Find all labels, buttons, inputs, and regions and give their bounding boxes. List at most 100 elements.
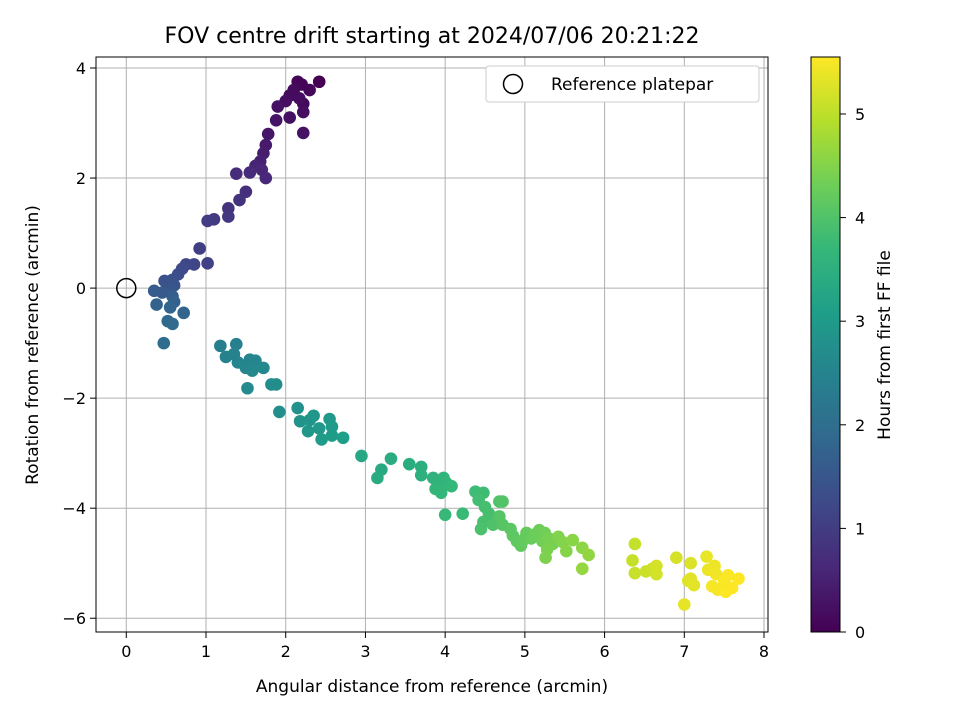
data-point [271,100,285,113]
x-tick-label: 1 [201,642,211,661]
data-point [301,424,315,438]
data-point [193,242,206,255]
x-axis-label: Angular distance from reference (arcmin) [256,677,608,697]
colorbar-label: Hours from first FF file [875,250,895,440]
data-point [243,166,257,179]
data-point [650,559,663,573]
data-point [700,550,713,563]
data-point [539,551,552,565]
data-point [214,339,227,353]
data-point [283,111,297,124]
colorbar-tick-label: 2 [855,416,865,435]
data-point [628,566,642,580]
data-point [414,468,428,482]
x-tick-label: 4 [440,642,450,661]
data-point [166,317,179,331]
data-point [229,167,243,180]
data-point [355,449,368,463]
data-point [732,572,745,585]
reference-marker-layer [116,277,137,299]
data-point [670,551,683,565]
y-tick-label: −4 [62,499,86,518]
data-point [147,284,161,298]
data-point [245,364,259,377]
data-point [725,581,739,595]
y-tick-label: 2 [76,169,86,188]
chart-title: FOV centre drift starting at 2024/07/06 … [165,24,700,49]
data-point [259,171,273,185]
data-point [201,214,214,228]
data-point [150,298,163,311]
data-point [325,420,339,434]
colorbar-ticks: 0 1 2 3 4 5 [840,105,865,642]
data-point [177,306,190,320]
x-tick-label: 6 [599,642,609,661]
reference-platepar-marker [116,277,137,299]
data-point [566,533,579,547]
scatter-points [147,75,745,611]
plot-frame [95,56,769,633]
data-point [307,409,320,423]
legend-marker-open-circle [502,73,524,95]
data-point [445,479,458,493]
y-tick-label: 0 [76,279,86,298]
y-tick-label: −2 [62,389,86,408]
data-point [315,433,328,446]
colorbar-tick-label: 3 [855,312,865,331]
data-point [273,405,286,419]
x-tick-label: 3 [360,642,370,661]
y-tick-label: −6 [62,609,86,628]
data-point [296,126,310,140]
data-point [312,75,326,89]
legend-box [485,65,760,103]
x-tick-label: 0 [121,642,131,661]
data-point [371,471,384,485]
data-point [303,83,316,97]
x-tick-label: 8 [759,642,769,661]
y-axis: −6 −4 −2 0 2 4 [62,59,96,628]
data-point [582,548,595,562]
legend-entry-label: Reference platepar [551,75,713,95]
data-point [496,495,509,508]
data-point [201,257,214,270]
data-point [269,378,283,391]
grid-lines [96,57,768,632]
data-point [384,452,398,465]
data-point [325,429,339,442]
data-point [229,337,243,351]
data-point [456,507,469,520]
colorbar: 0 1 2 3 4 5 Hours from first FF file [810,56,895,642]
legend: Reference platepar [485,65,760,103]
data-point [269,113,283,127]
y-axis-label: Rotation from reference (arcmin) [23,205,43,485]
colorbar-gradient [810,56,841,633]
colorbar-tick-label: 1 [855,519,865,538]
data-point [336,431,350,445]
data-point [438,508,452,522]
data-point [721,569,735,582]
x-tick-label: 2 [281,642,291,661]
colorbar-tick-label: 5 [855,105,865,124]
data-point [626,554,639,567]
data-point [292,91,306,105]
data-point [474,522,488,536]
data-point [257,361,270,375]
data-point [222,210,235,223]
x-axis: 0 1 2 3 4 5 6 7 8 [121,632,769,661]
data-point [233,193,246,207]
data-point [684,556,697,570]
data-point [687,578,701,592]
data-point [402,457,416,471]
data-point [241,381,254,395]
x-tick-label: 5 [520,642,530,661]
data-point [312,422,326,435]
data-point [157,336,171,350]
data-point [575,562,589,576]
data-point [628,537,642,551]
y-tick-label: 4 [76,59,86,78]
data-point [296,105,310,119]
data-point [677,598,691,611]
x-tick-label: 7 [679,642,689,661]
data-point [434,486,448,500]
